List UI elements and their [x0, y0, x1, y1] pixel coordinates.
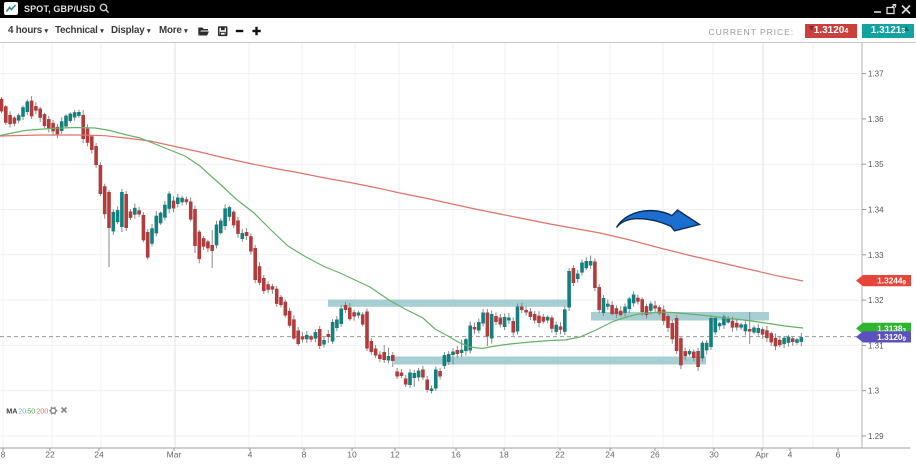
svg-text:1.35: 1.35: [868, 160, 884, 169]
svg-text:1.33: 1.33: [868, 251, 884, 260]
svg-text:1.31383: 1.31383: [877, 323, 906, 334]
svg-text:4: 4: [788, 450, 793, 460]
svg-text:1.32449: 1.32449: [877, 276, 906, 287]
svg-text:20: 20: [18, 407, 26, 416]
svg-text:1.36: 1.36: [868, 115, 884, 124]
svg-text:8: 8: [302, 450, 307, 460]
svg-text:6: 6: [836, 450, 841, 460]
svg-text:24: 24: [605, 450, 615, 460]
svg-text:4: 4: [248, 450, 253, 460]
svg-text:12: 12: [390, 450, 400, 460]
svg-text:26: 26: [650, 450, 660, 460]
svg-text:1.29: 1.29: [868, 432, 884, 441]
svg-text:MA: MA: [6, 407, 18, 416]
svg-text:16: 16: [451, 450, 461, 460]
svg-text:50: 50: [27, 407, 35, 416]
svg-text:Apr: Apr: [755, 450, 768, 460]
svg-text:200: 200: [36, 407, 48, 416]
svg-text:10: 10: [347, 450, 357, 460]
svg-text:1.31: 1.31: [868, 341, 884, 350]
svg-text:1.32: 1.32: [868, 296, 884, 305]
svg-text:30: 30: [709, 450, 719, 460]
svg-text:1.37: 1.37: [868, 70, 884, 79]
svg-text:22: 22: [555, 450, 565, 460]
svg-text:1.31209: 1.31209: [877, 332, 906, 343]
svg-text:24: 24: [94, 450, 104, 460]
svg-text:Mar: Mar: [167, 450, 182, 460]
svg-text:8: 8: [1, 450, 6, 460]
svg-text:18: 18: [499, 450, 509, 460]
svg-text:1.34: 1.34: [868, 206, 884, 215]
svg-text:22: 22: [45, 450, 55, 460]
svg-text:1.3: 1.3: [868, 387, 880, 396]
